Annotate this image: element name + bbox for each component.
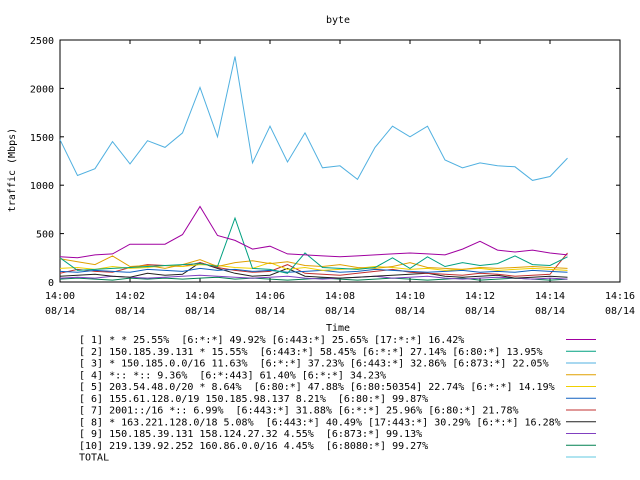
x-axis-label: Time: [326, 323, 350, 334]
x-tick-label-time: 14:02: [115, 291, 145, 302]
y-tick-label: 0: [48, 278, 54, 289]
y-axis-label: traffic (Mbps): [7, 128, 18, 212]
series-line-4: [59, 255, 568, 270]
x-tick-label-date: 08/14: [115, 306, 145, 317]
legend-label: [ 3] * 150.185.0.0/16 11.63% [6:*:*] 37.…: [79, 359, 549, 370]
x-tick-label-date: 08/14: [325, 306, 355, 317]
x-tick-label-time: 14:04: [185, 291, 215, 302]
x-tick-label-time: 14:10: [395, 291, 425, 302]
x-tick-label-date: 08/14: [465, 306, 495, 317]
x-tick-label-time: 14:12: [465, 291, 495, 302]
legend-label: [ 2] 150.185.39.131 * 15.55% [6:443:*] 5…: [79, 347, 543, 358]
legend-label: [ 7] 2001::/16 *:: 6.99% [6:443:*] 31.88…: [79, 406, 519, 417]
legend-label: [ 6] 155.61.128.0/19 150.185.98.137 8.21…: [79, 394, 428, 405]
legend: [ 1] * * 25.55% [6:*:*] 49.92% [6:443:*]…: [79, 335, 596, 464]
x-tick-label-time: 14:14: [535, 291, 565, 302]
series-line-7: [59, 252, 568, 277]
x-tick-label-time: 14:06: [255, 291, 285, 302]
series-line-9: [59, 274, 568, 280]
x-tick-label-date: 08/14: [185, 306, 215, 317]
legend-label: [10] 219.139.92.252 160.86.0.0/16 4.45% …: [79, 441, 428, 452]
x-tick-label-time: 14:08: [325, 291, 355, 302]
y-tick-label: 500: [36, 230, 54, 241]
legend-label: [ 8] * 163.221.128.0/18 5.08% [6:443:*] …: [79, 417, 561, 428]
y-tick-label: 2500: [30, 36, 54, 47]
x-tick-label-date: 08/14: [605, 306, 635, 317]
y-tick-label: 1000: [30, 181, 54, 192]
series-line-1: [59, 205, 568, 259]
legend-label: [ 9] 150.185.39.131 158.124.27.32 4.55% …: [79, 429, 422, 440]
series-line-8: [59, 262, 568, 279]
series-line-2: [59, 216, 568, 274]
x-tick-label-date: 08/14: [45, 306, 75, 317]
series-line-5: [59, 262, 568, 271]
x-axis-ticks: 14:00 08/14 14:02 08/14 14:04 08/14 14:06 08/14…: [45, 40, 635, 317]
legend-label: [ 4] *:: *:: 9.36% [6:*:443] 61.40% [6:*…: [79, 370, 386, 381]
series-lines: [59, 56, 568, 281]
x-tick-label-time: 14:16: [605, 291, 635, 302]
series-line-3: [59, 56, 568, 181]
series-line-6: [59, 267, 568, 273]
y-tick-label: 1500: [30, 133, 54, 144]
x-tick-label-date: 08/14: [395, 306, 425, 317]
x-tick-label-date: 08/14: [535, 306, 565, 317]
x-tick-label-date: 08/14: [255, 306, 285, 317]
legend-label: [ 5] 203.54.48.0/20 * 8.64% [6:80:*] 47.…: [79, 382, 555, 393]
x-tick-label-time: 14:00: [45, 291, 75, 302]
chart-title: byte: [326, 15, 350, 26]
plot-frame: [59, 39, 621, 283]
y-axis-ticks: 0 500 1000 1500 2000 2500: [30, 36, 620, 289]
legend-label: TOTAL: [79, 453, 109, 464]
legend-label: [ 1] * * 25.55% [6:*:*] 49.92% [6:443:*]…: [79, 335, 464, 346]
y-tick-label: 2000: [30, 84, 54, 95]
